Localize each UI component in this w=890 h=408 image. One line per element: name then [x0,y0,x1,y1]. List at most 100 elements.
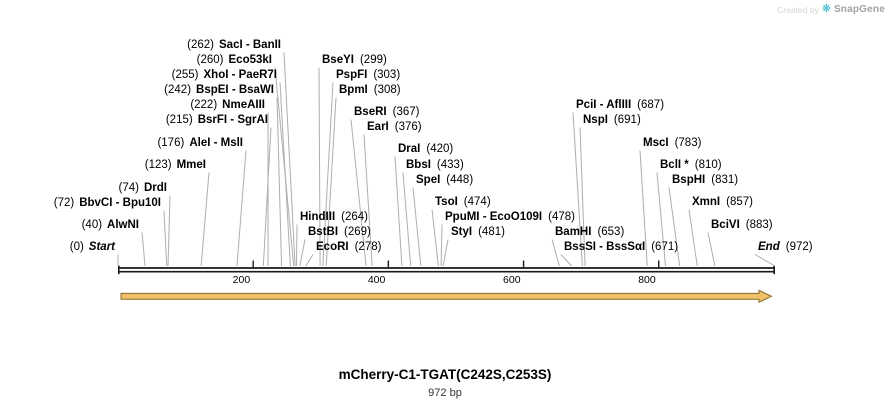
snapgene-brand: SnapGene [833,4,885,15]
site-name: AleI - MslI [189,137,243,149]
enzyme-site-label: BpmI (308) [339,84,401,97]
enzyme-site-label: HindIII (264) [300,211,368,224]
site-position: (671) [651,241,679,253]
site-name: AlwNI [107,219,139,231]
snapgene-logo-icon: ❋ [821,3,831,15]
enzyme-site-label: (260) Eco53kI [197,54,272,67]
enzyme-site-label: BstBI (269) [308,226,371,239]
site-position: (255) [171,69,199,81]
site-position: (448) [446,174,474,186]
site-name: BseYI [322,54,354,66]
enzyme-site-label: BciVI (883) [711,219,773,232]
site-position: (303) [373,69,401,81]
site-position: (269) [344,226,371,238]
enzyme-site-label: MscI (783) [643,137,701,150]
site-name: BstBI [308,226,339,238]
site-name: MscI [643,137,669,149]
enzyme-site-label: (176) AleI - MslI [157,137,243,150]
enzyme-site-label: PciI - AflIII (687) [576,99,664,112]
site-name: BamHI [555,226,592,238]
site-name: BseRI [354,106,387,118]
site-position: (481) [478,226,505,238]
site-position: (264) [341,211,368,223]
site-name: BbsI [406,159,431,171]
enzyme-site-label: DraI (420) [398,143,453,156]
site-name: BpmI [339,84,368,96]
site-name: NspI [583,114,608,126]
site-name: SpeI [416,174,441,186]
site-position: (474) [463,196,491,208]
site-position: (810) [694,159,722,171]
site-position: (367) [392,106,420,118]
scale-tick-label: 400 [367,274,386,286]
site-name: MmeI [176,159,206,171]
site-name: XhoI - PaeR7I [203,69,278,81]
site-name: BssSI - BssSαI [564,241,646,253]
site-position: (278) [354,241,382,253]
site-name: EcoRI [316,241,349,253]
site-position: (691) [613,114,641,126]
site-position: (72) [53,197,75,209]
enzyme-site-label: BseRI (367) [354,106,419,119]
enzyme-site-label: BclI * (810) [660,159,722,172]
site-position: (433) [436,159,464,171]
enzyme-site-label: (40) AlwNI [82,219,139,232]
enzyme-site-label: SpeI (448) [416,174,473,187]
site-position: (857) [726,196,753,208]
site-name: HindIII [300,211,336,223]
enzyme-site-label: XmnI (857) [692,196,753,209]
site-name: StyI [451,226,473,238]
enzyme-site-label: (242) BspEI - BsaWI [164,84,274,97]
enzyme-site-label: NspI (691) [583,114,641,127]
enzyme-site-label: BbsI (433) [406,159,464,172]
site-name: Eco53kI [228,54,272,66]
enzyme-site-label: EcoRI (278) [316,241,381,254]
site-position: (215) [165,114,193,126]
site-name: BciVI [711,219,740,231]
site-name: BspEI - BsaWI [196,84,274,96]
site-name: NmeAIII [222,99,265,111]
site-name: PpuMI - EcoO109I [445,211,543,223]
site-name: BspHI [672,174,706,186]
enzyme-site-label: (215) BsrFI - SgrAI [166,114,268,127]
enzyme-site-label: (255) XhoI - PaeR7I [172,69,277,82]
site-position: (420) [426,143,454,155]
site-name: PspFI [336,69,368,81]
terminus-label: (0) Start [70,241,115,254]
site-name: DrdI [144,182,167,194]
site-position: (40) [81,219,103,231]
site-name: TsoI [435,196,458,208]
enzyme-site-label: BamHI (653) [555,226,624,239]
site-position: (376) [394,121,422,133]
site-position: (74) [118,182,139,194]
site-name: XmnI [692,196,721,208]
site-position: (176) [157,137,185,149]
site-name: PciI - AflIII [576,99,632,111]
site-position: (883) [745,219,773,231]
enzyme-site-label: (72) BbvCI - Bpu10I [54,197,161,210]
enzyme-site-label: (74) DrdI [119,182,167,195]
scale-tick-label: 800 [638,274,656,286]
site-position: (687) [637,99,665,111]
enzyme-site-label: PpuMI - EcoO109I (478) [445,211,575,224]
watermark: Created by ❋ SnapGene [777,3,885,16]
site-position: (308) [373,84,401,96]
site-name: End [758,241,780,253]
enzyme-site-label: (123) MmeI [145,159,206,172]
site-name: EarI [367,121,389,133]
watermark-created-by: Created by [777,4,819,15]
site-position: (242) [164,84,192,96]
site-position: (783) [674,137,702,149]
construct-length: 972 bp [428,387,462,399]
site-name: DraI [398,143,421,155]
scale-tick-label: 600 [503,274,521,286]
construct-title: mCherry-C1-TGAT(C242S,C253S) [338,367,552,382]
site-name: SacI - BanII [219,39,281,51]
site-position: (972) [785,241,813,253]
site-position: (260) [196,54,224,66]
site-position: (0) [69,241,84,253]
site-position: (831) [711,174,739,186]
site-name: Start [88,241,115,253]
